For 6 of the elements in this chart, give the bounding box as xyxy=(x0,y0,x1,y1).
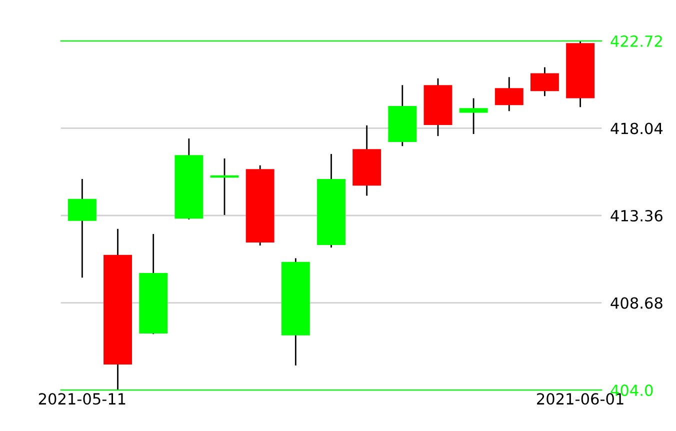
y-tick-label: 408.68 xyxy=(610,297,662,309)
y-tick-label: 413.36 xyxy=(610,210,662,222)
y-tick-label: 422.72 xyxy=(610,35,662,47)
y-tick-label: 418.04 xyxy=(610,122,663,134)
x-tick-label: 2021-05-11 xyxy=(38,393,126,405)
candlestick xyxy=(459,98,488,135)
